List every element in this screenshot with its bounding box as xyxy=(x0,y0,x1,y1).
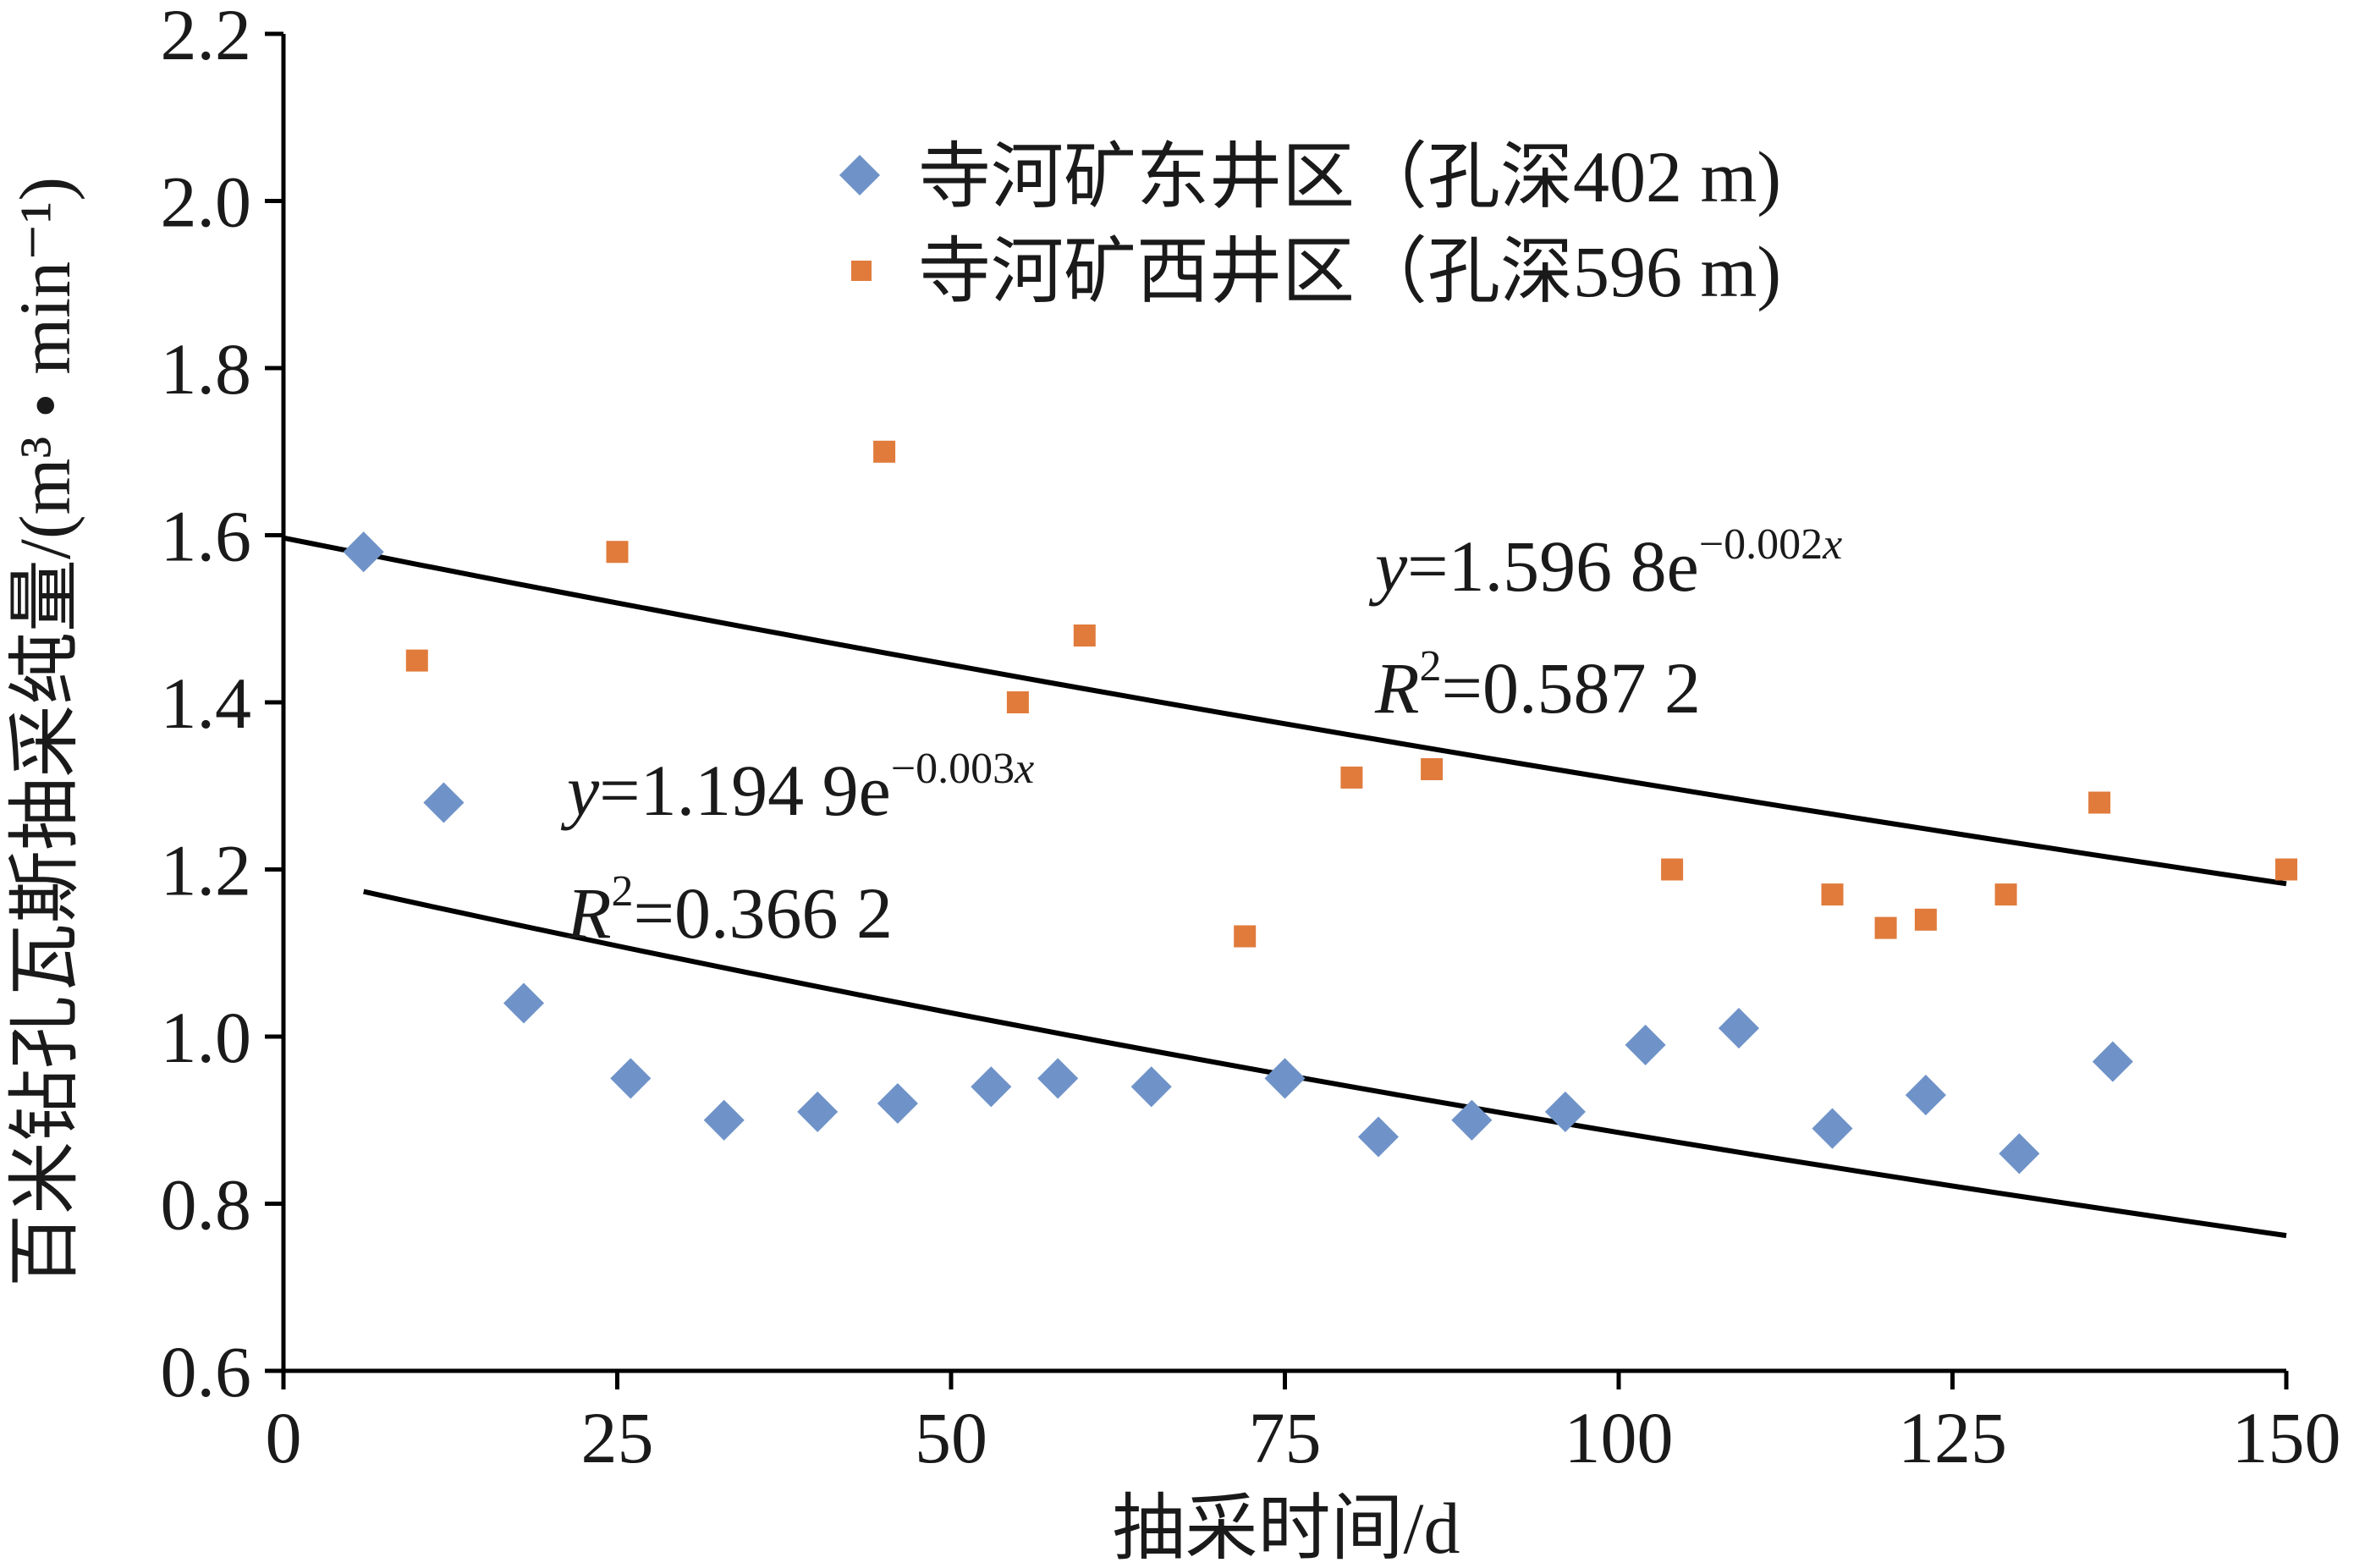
legend-label-east: 寺河矿东井区（孔深402 m) xyxy=(918,136,1781,217)
data-point-diamond xyxy=(1625,1024,1666,1065)
data-point-square xyxy=(1234,925,1257,948)
x-tick-label: 150 xyxy=(2232,1397,2341,1478)
legend-item-east: 寺河矿东井区（孔深402 m) xyxy=(839,136,1781,217)
trendlines xyxy=(283,535,2287,1239)
data-point-diamond xyxy=(1130,1066,1172,1108)
data-point-square xyxy=(1914,908,1937,931)
y-tick-label: 1.2 xyxy=(161,830,252,911)
trendline-east xyxy=(363,889,2287,1239)
data-point-square xyxy=(2275,858,2297,881)
r2-west-value: =0.587 2 xyxy=(1442,647,1702,729)
data-point-diamond xyxy=(1357,1116,1400,1158)
x-tick-label: 0 xyxy=(266,1397,302,1478)
data-point-diamond xyxy=(503,982,545,1024)
r2-east-value: =0.366 2 xyxy=(634,872,894,954)
r2-west-r: R xyxy=(1374,647,1420,729)
eq-west-main: =1.596 8e xyxy=(1407,525,1699,607)
equation-east-r2: R2=0.366 2 xyxy=(566,867,893,954)
data-point-square xyxy=(405,649,428,672)
data-point-diamond xyxy=(343,531,384,573)
x-tick-label: 50 xyxy=(915,1397,987,1478)
data-point-diamond xyxy=(703,1099,745,1141)
eq-east-y: y xyxy=(560,750,600,831)
data-point-diamond xyxy=(1812,1108,1853,1149)
eq-east-main: =1.194 9e xyxy=(599,750,891,831)
r2-east-r: R xyxy=(566,872,612,954)
y-tick-label: 1.8 xyxy=(161,328,252,410)
data-point-diamond xyxy=(797,1091,839,1132)
data-point-diamond xyxy=(1905,1075,1946,1116)
data-point-diamond xyxy=(610,1058,652,1099)
equation-west-r2: R2=0.587 2 xyxy=(1374,642,1701,729)
legend-marker-square xyxy=(851,261,872,281)
trendline-west xyxy=(283,535,2287,887)
data-point-diamond xyxy=(1264,1058,1306,1099)
x-tick-labels: 0 25 50 75 100 125 150 xyxy=(266,1397,2341,1478)
eq-west-exp: −0.002 xyxy=(1699,520,1823,569)
x-tick-label: 100 xyxy=(1565,1397,1674,1478)
data-point-square xyxy=(2088,791,2111,814)
data-point-diamond xyxy=(877,1082,918,1125)
data-point-square xyxy=(1006,691,1029,713)
x-axis-title: 抽采时间/d xyxy=(1113,1488,1460,1568)
legend-label-west: 寺河矿西井区（孔深596 m) xyxy=(918,231,1781,312)
data-point-diamond xyxy=(1718,1008,1760,1049)
data-point-diamond xyxy=(2092,1041,2133,1082)
series-east xyxy=(343,531,2133,1175)
data-point-square xyxy=(1821,883,1844,906)
eq-east-exp: −0.003 xyxy=(891,745,1015,793)
eq-west-y: y xyxy=(1368,525,1408,607)
legend: 寺河矿东井区（孔深402 m) 寺河矿西井区（孔深596 m) xyxy=(839,136,1781,312)
x-tick-label: 125 xyxy=(1898,1397,2007,1478)
data-point-square xyxy=(873,440,896,463)
legend-marker-diamond xyxy=(839,154,881,196)
y-tick-label: 0.6 xyxy=(161,1331,252,1412)
data-point-diamond xyxy=(423,782,465,823)
eq-east-exp-var: x xyxy=(1014,745,1034,793)
y-tick-label: 2.0 xyxy=(161,162,252,243)
data-point-square xyxy=(1994,883,2017,906)
data-point-square xyxy=(1340,766,1363,789)
y-tick-label: 0.8 xyxy=(161,1164,252,1246)
data-point-square xyxy=(606,541,629,564)
series-west xyxy=(405,440,2297,948)
x-tick-label: 75 xyxy=(1249,1397,1322,1478)
data-point-diamond xyxy=(971,1066,1012,1108)
equation-west: y=1.596 8e−0.002x R2=0.587 2 xyxy=(1368,520,1842,729)
equation-west-formula: y=1.596 8e−0.002x xyxy=(1368,520,1842,607)
y-axis-title: 百米钻孔瓦斯抽采纯量/(m³ • min⁻¹) xyxy=(4,177,85,1287)
y-tick-label: 1.4 xyxy=(161,663,252,744)
equation-east-formula: y=1.194 9e−0.003x xyxy=(560,745,1034,831)
data-point-square xyxy=(1661,858,1684,881)
r2-west-sup: 2 xyxy=(1420,642,1442,690)
data-point-square xyxy=(1421,758,1444,780)
legend-item-west: 寺河矿西井区（孔深596 m) xyxy=(851,231,1781,312)
eq-west-exp-var: x xyxy=(1822,520,1842,569)
y-tick-label: 1.6 xyxy=(161,496,252,577)
tick-marks xyxy=(265,31,2289,1389)
data-point-diamond xyxy=(1037,1058,1079,1099)
y-tick-label: 1.0 xyxy=(161,997,252,1078)
data-point-diamond xyxy=(1999,1133,2040,1175)
y-tick-label: 2.2 xyxy=(161,0,252,75)
data-point-square xyxy=(1874,916,1897,939)
data-point-square xyxy=(1073,624,1096,646)
equation-east: y=1.194 9e−0.003x R2=0.366 2 xyxy=(560,745,1034,954)
x-tick-label: 25 xyxy=(581,1397,654,1478)
y-tick-labels: 0.6 0.8 1.0 1.2 1.4 1.6 1.8 2.0 2.2 xyxy=(161,0,252,1412)
r2-east-sup: 2 xyxy=(612,867,634,916)
